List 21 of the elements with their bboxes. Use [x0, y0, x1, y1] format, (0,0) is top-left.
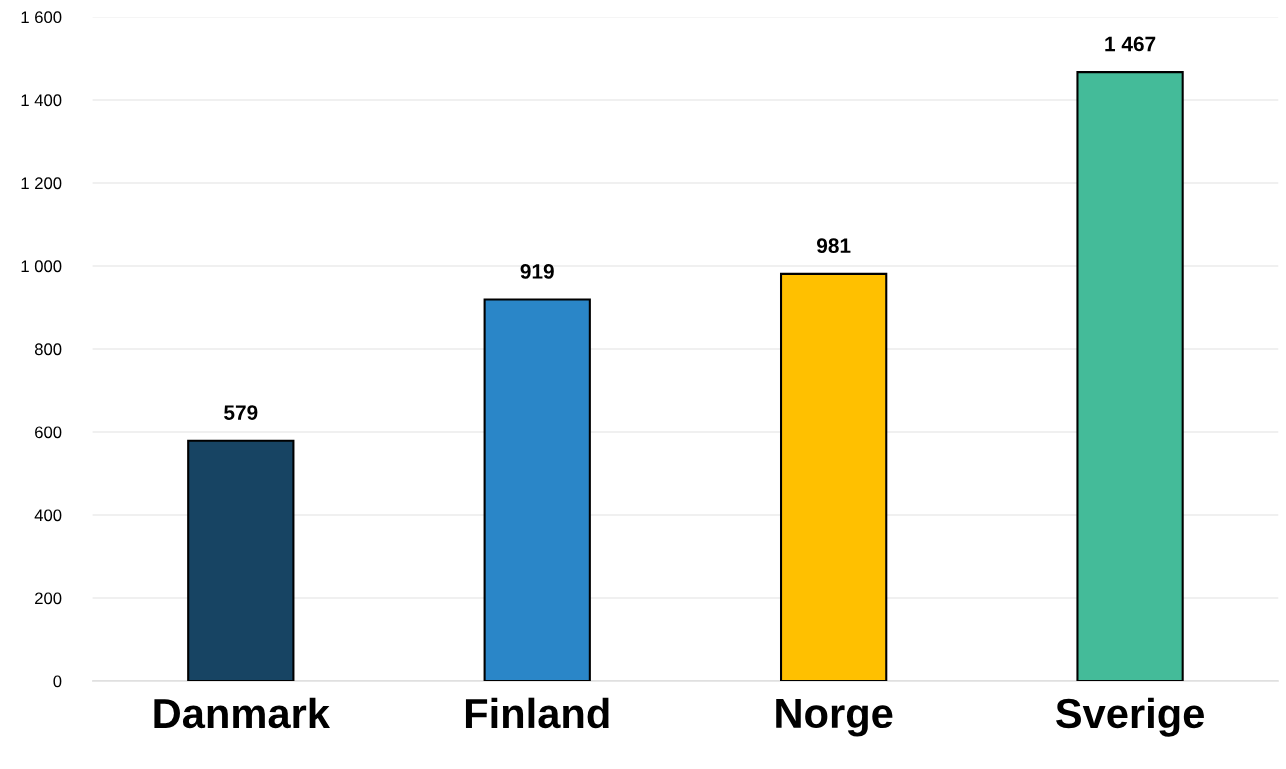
y-tick-label: 600 [35, 426, 62, 439]
bar [483, 298, 591, 682]
y-tick-label: 800 [34, 343, 62, 356]
y-tick-label: 1 200 [21, 177, 62, 190]
y-tick-label: 400 [34, 509, 62, 522]
bar [187, 439, 295, 682]
data-label: 919 [520, 264, 554, 279]
x-tick-label: Sverige [1056, 697, 1204, 737]
data-label: 1 467 [1105, 36, 1156, 52]
x-tick-label: Danmark [154, 697, 331, 729]
y-tick-label: 0 [53, 675, 62, 688]
y-tick-label: 1 600 [21, 11, 62, 24]
y-tick-label: 1 000 [21, 260, 62, 273]
x-tick-label: Norge [776, 699, 893, 737]
y-tick-label: 200 [35, 592, 62, 605]
data-label: 981 [816, 238, 851, 254]
y-tick-label: 1 400 [21, 94, 62, 107]
data-label: 579 [224, 405, 258, 420]
bar [779, 272, 888, 682]
bar [1076, 71, 1184, 682]
x-tick-label: Finland [465, 697, 609, 729]
